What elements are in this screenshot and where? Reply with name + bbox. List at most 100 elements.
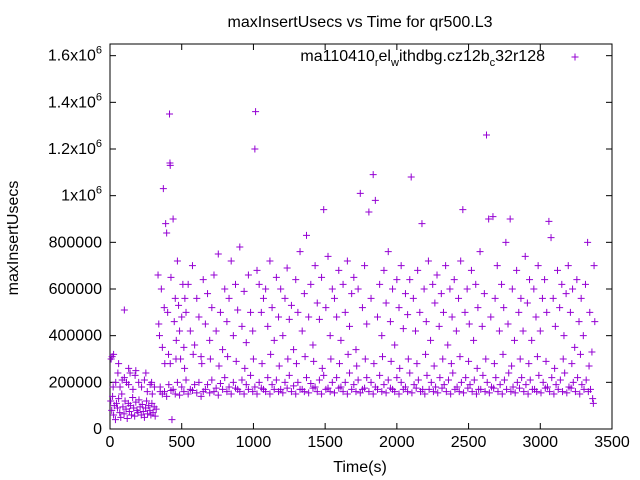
data-point [341, 308, 349, 316]
data-point [467, 266, 475, 274]
data-point [356, 389, 364, 397]
data-point [395, 304, 403, 312]
data-point [186, 327, 194, 335]
data-point [206, 336, 214, 344]
data-point [225, 383, 233, 391]
data-point [431, 299, 439, 307]
data-point [476, 248, 484, 256]
data-point [242, 339, 250, 347]
data-point [169, 215, 177, 223]
data-point [444, 341, 452, 349]
data-point [162, 220, 170, 228]
data-point [553, 266, 561, 274]
data-point [292, 276, 300, 284]
data-point [346, 369, 354, 377]
data-point [160, 304, 168, 312]
data-point [151, 412, 159, 420]
data-point [140, 376, 148, 384]
axis-ticks [109, 44, 613, 430]
data-point [406, 276, 414, 284]
data-point [167, 387, 175, 394]
data-point [465, 357, 473, 365]
data-point [511, 389, 519, 397]
data-point [129, 394, 137, 401]
data-point [384, 376, 392, 384]
data-point [424, 257, 432, 265]
data-point [435, 322, 443, 330]
data-point [438, 384, 446, 392]
data-point [363, 374, 371, 382]
data-point [210, 388, 218, 396]
data-point [193, 294, 201, 302]
data-point [379, 353, 387, 361]
data-point [521, 252, 529, 260]
data-point [427, 378, 435, 386]
data-point [171, 390, 179, 398]
data-point [526, 276, 534, 284]
data-point [427, 336, 435, 344]
data-point [131, 371, 139, 379]
data-point [343, 257, 351, 265]
data-point [159, 185, 167, 193]
data-point [590, 262, 598, 270]
data-point [210, 271, 218, 279]
data-point [455, 294, 463, 302]
data-point [551, 322, 559, 330]
data-point [191, 341, 199, 349]
data-point [143, 388, 151, 396]
data-point [318, 364, 326, 372]
data-point [315, 315, 323, 323]
data-point [589, 399, 597, 407]
data-point [198, 360, 206, 368]
data-point [171, 294, 179, 302]
data-point [344, 350, 352, 358]
data-point [116, 383, 124, 391]
data-point [108, 406, 116, 414]
data-point [148, 399, 156, 407]
data-point [483, 378, 491, 386]
data-point [135, 396, 143, 404]
data-point [395, 390, 403, 398]
data-point [328, 285, 336, 293]
data-point [560, 332, 568, 340]
data-point [252, 108, 260, 116]
data-point [582, 376, 590, 384]
data-point [473, 364, 481, 372]
data-point [483, 131, 490, 139]
data-point [378, 388, 386, 396]
data-point [450, 276, 458, 284]
data-point [569, 285, 577, 293]
data-point [181, 294, 189, 302]
data-point [180, 343, 188, 351]
data-point [208, 376, 216, 384]
data-point [240, 287, 248, 295]
data-point [373, 313, 381, 321]
data-point [380, 381, 388, 389]
data-point [358, 304, 366, 312]
data-point [429, 388, 437, 396]
data-point [376, 371, 384, 379]
data-point [193, 389, 201, 397]
data-point [307, 280, 315, 288]
data-point [524, 390, 532, 398]
data-point [417, 388, 425, 396]
data-point [267, 350, 275, 358]
data-point [257, 308, 265, 316]
data-point [251, 383, 259, 391]
data-point [229, 332, 237, 340]
data-point [175, 301, 183, 309]
data-point [285, 315, 293, 323]
y-axis-label: maxInsertUsecs [5, 181, 22, 296]
data-point [439, 308, 447, 316]
data-point [447, 390, 455, 398]
data-point [421, 390, 429, 398]
data-point [281, 378, 289, 386]
data-point [264, 322, 272, 330]
x-tick-label: 0 [106, 434, 115, 451]
data-point [397, 378, 405, 386]
data-point [548, 374, 556, 382]
data-point [138, 383, 146, 391]
data-point [564, 262, 572, 270]
data-point [370, 360, 378, 368]
